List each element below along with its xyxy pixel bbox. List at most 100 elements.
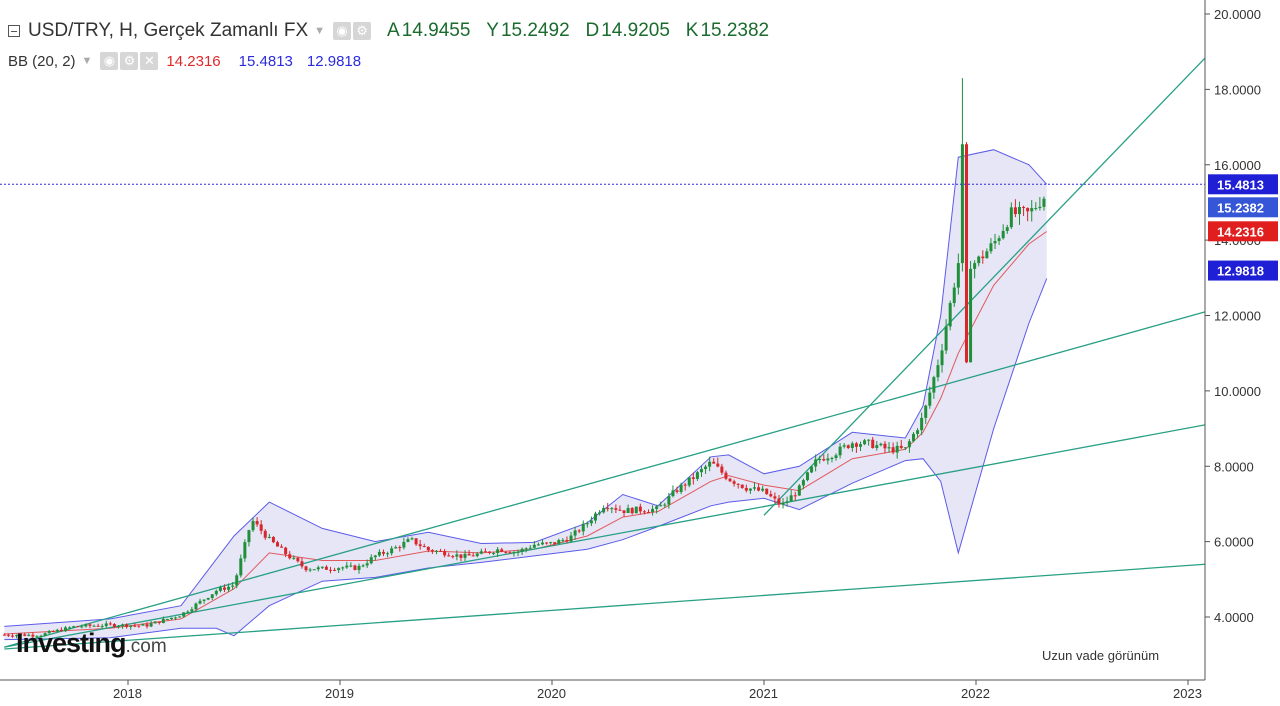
candle-body [414, 538, 418, 545]
candle-body [732, 481, 736, 484]
candle-body [952, 287, 956, 304]
candle-body [891, 447, 895, 453]
candle-body [92, 625, 96, 627]
candle-body [740, 484, 744, 488]
candle-body [948, 303, 952, 327]
candle-body [243, 542, 247, 559]
bb-basis-value: 14.2316 [166, 52, 221, 70]
candle-body [23, 634, 27, 636]
candle-body [227, 586, 231, 590]
candle-body [471, 555, 475, 557]
candle-body [589, 520, 593, 524]
candle-body [777, 498, 781, 505]
y-tick-label: 18.0000 [1214, 82, 1261, 97]
candle-body [695, 472, 699, 479]
candle-body [585, 523, 589, 525]
candle-body [47, 631, 51, 634]
chart-note: Uzun vade görünüm [1042, 648, 1160, 663]
candle-body [10, 635, 14, 637]
gear-icon[interactable]: ⚙ [120, 52, 139, 70]
candle-body [528, 547, 532, 549]
candle-body [100, 626, 104, 628]
bb-basis-line [4, 231, 1047, 635]
candle-body [451, 556, 455, 558]
chevron-down-icon[interactable]: ▼ [314, 25, 326, 37]
candle-body [736, 483, 740, 485]
collapse-icon[interactable] [8, 25, 20, 37]
candle-body [932, 377, 936, 393]
y-tick-label: 20.0000 [1214, 7, 1261, 22]
price-label-basis-bg [1208, 221, 1278, 242]
candles [2, 78, 1046, 640]
candle-body [475, 553, 479, 557]
candle-body [463, 553, 467, 558]
candle-body [116, 626, 120, 628]
candle-body [863, 440, 867, 445]
candle-body [773, 496, 777, 499]
candle-body [312, 569, 316, 571]
candle-body [263, 530, 267, 538]
candle-body [634, 506, 638, 514]
indicator-legend: BB (20, 2) ▼ ◉ ⚙ ✕ 14.2316 15.4813 12.98… [8, 52, 361, 70]
candle-body [724, 472, 728, 479]
x-tick-label: 2022 [961, 686, 990, 701]
candle-body [357, 565, 361, 570]
candle-body [1005, 227, 1009, 231]
candle-body [349, 565, 353, 567]
candle-body [96, 625, 100, 627]
close-icon[interactable]: ✕ [140, 52, 159, 70]
chart-header: USD/TRY, H, Gerçek Zamanlı FX ▼ ◉ ⚙ A 14.… [8, 20, 769, 42]
price-label-basis: 14.2316 [1217, 224, 1264, 239]
candle-body [899, 445, 903, 448]
candle-body [1017, 206, 1021, 215]
candle-body [679, 484, 683, 492]
candle-body [275, 542, 279, 547]
eye-icon[interactable]: ◉ [100, 52, 119, 70]
candle-body [765, 488, 769, 495]
candle-body [524, 548, 528, 550]
candle-body [292, 557, 296, 559]
candle-body [296, 557, 300, 562]
high-value: 15.2492 [500, 20, 570, 41]
gear-icon[interactable]: ⚙ [353, 22, 372, 40]
candle-body [479, 551, 483, 554]
candle-body [1013, 207, 1017, 215]
candle-body [675, 490, 679, 492]
candle-body [390, 548, 394, 554]
candle-body [178, 616, 182, 618]
candle-body [993, 241, 997, 244]
candle-body [920, 417, 924, 431]
candle-body [1042, 198, 1046, 207]
eye-icon[interactable]: ◉ [333, 22, 352, 40]
chevron-down-icon[interactable]: ▼ [81, 55, 93, 67]
candle-body [496, 549, 500, 553]
candle-body [202, 599, 206, 601]
trendline-2 [4, 424, 1206, 648]
candle-body [830, 458, 834, 460]
candle-body [814, 459, 818, 467]
price-label-lower: 12.9818 [1217, 264, 1264, 279]
candle-body [561, 540, 565, 542]
candle-body [842, 445, 846, 447]
candle-body [43, 633, 47, 636]
candle-body [341, 567, 345, 569]
candle-body [145, 624, 149, 627]
open-value: 14.9455 [401, 20, 471, 41]
candle-body [973, 263, 977, 269]
candle-body [606, 508, 610, 510]
candle-body [206, 597, 210, 600]
candle-body [520, 548, 524, 552]
symbol-title[interactable]: USD/TRY, H, Gerçek Zamanlı FX [28, 20, 309, 41]
candle-body [651, 508, 655, 513]
price-label-upper-bg [1208, 174, 1278, 195]
high-key: Y [486, 20, 499, 41]
logo-text: Investing [16, 628, 127, 658]
bb-lower-value: 12.9818 [306, 52, 362, 70]
candle-body [940, 350, 944, 366]
candle-body [630, 508, 634, 514]
indicator-label[interactable]: BB (20, 2) [8, 52, 76, 70]
candle-body [895, 445, 899, 453]
candle-body [112, 624, 116, 627]
candle-body [532, 544, 536, 548]
